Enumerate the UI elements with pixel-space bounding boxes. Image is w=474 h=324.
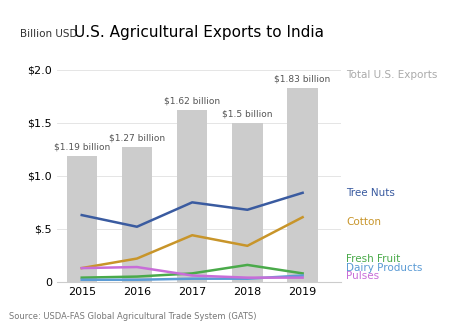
Text: Billion USD: Billion USD xyxy=(20,29,77,39)
Title: U.S. Agricultural Exports to India: U.S. Agricultural Exports to India xyxy=(74,26,324,40)
Text: Tree Nuts: Tree Nuts xyxy=(346,188,395,198)
Text: Source: USDA-FAS Global Agricultural Trade System (GATS): Source: USDA-FAS Global Agricultural Tra… xyxy=(9,312,257,321)
Bar xyxy=(66,156,97,282)
Text: Cotton: Cotton xyxy=(346,217,381,227)
Text: Total U.S. Exports: Total U.S. Exports xyxy=(346,70,438,80)
Bar xyxy=(232,123,263,282)
Text: $1.5 billion: $1.5 billion xyxy=(222,110,273,119)
Text: Dairy Products: Dairy Products xyxy=(346,263,422,273)
Bar xyxy=(122,147,152,282)
Bar xyxy=(287,88,318,282)
Text: $1.19 billion: $1.19 billion xyxy=(54,143,110,151)
Text: Fresh Fruit: Fresh Fruit xyxy=(346,254,400,263)
Bar xyxy=(177,110,207,282)
Text: $1.27 billion: $1.27 billion xyxy=(109,134,165,143)
Text: $1.83 billion: $1.83 billion xyxy=(274,75,331,84)
Text: $1.62 billion: $1.62 billion xyxy=(164,97,220,106)
Text: Pulses: Pulses xyxy=(346,271,379,281)
